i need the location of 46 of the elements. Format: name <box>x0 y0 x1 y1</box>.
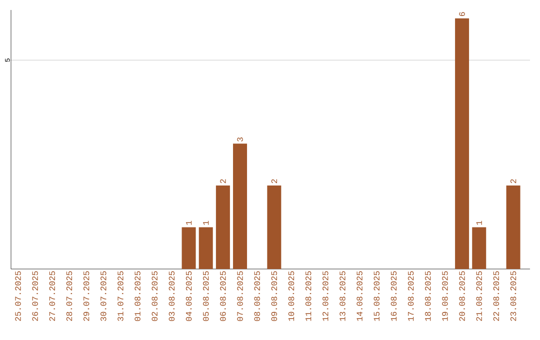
x-tick-label: 19.08.2025 <box>442 271 448 321</box>
x-tick-label: 04.08.2025 <box>186 271 192 321</box>
x-tick-label: 14.08.2025 <box>356 271 362 321</box>
x-tick-label: 15.08.2025 <box>374 271 380 321</box>
bar <box>267 185 282 269</box>
x-tick-label: 27.07.2025 <box>49 271 56 321</box>
x-tick-label: 20.08.2025 <box>459 271 465 321</box>
x-tick-label: 18.08.2025 <box>425 271 431 321</box>
data-label: 1 <box>203 220 209 225</box>
x-tick-label: 23.08.2025 <box>510 271 516 321</box>
x-tick-label: 30.07.2025 <box>100 271 106 321</box>
x-tick-label: 08.08.2025 <box>254 271 260 321</box>
bar <box>216 185 230 269</box>
data-label: 3 <box>237 137 243 142</box>
bar <box>506 185 520 269</box>
bar <box>455 18 470 269</box>
bar <box>198 227 213 269</box>
x-tick-label: 21.08.2025 <box>476 271 482 321</box>
bar <box>182 227 196 269</box>
x-tick-label: 17.08.2025 <box>408 271 414 321</box>
x-tick-label: 28.07.2025 <box>66 271 72 321</box>
x-tick-label: 12.08.2025 <box>322 271 328 321</box>
x-tick-label: 10.08.2025 <box>288 271 294 321</box>
x-tick-label: 02.08.2025 <box>152 271 158 321</box>
x-tick-label: 07.08.2025 <box>237 271 243 321</box>
data-label: 2 <box>510 179 516 184</box>
x-tick-label: 13.08.2025 <box>340 271 346 321</box>
x-tick-label: 01.08.2025 <box>134 271 140 321</box>
x-tick-label: 09.08.2025 <box>271 271 278 321</box>
x-tick-label: 03.08.2025 <box>168 271 175 321</box>
data-label: 1 <box>476 220 482 225</box>
x-tick-label: 22.08.2025 <box>493 271 500 321</box>
bar <box>233 144 248 269</box>
x-tick-label: 29.07.2025 <box>83 271 90 321</box>
data-label: 6 <box>459 12 465 16</box>
x-tick-label: 31.07.2025 <box>118 271 124 321</box>
x-tick-label: 26.07.2025 <box>32 271 38 321</box>
x-tick-label: 25.07.2025 <box>15 271 21 321</box>
data-label: 1 <box>186 220 192 225</box>
x-tick-label: 16.08.2025 <box>390 271 397 321</box>
bar <box>472 227 486 269</box>
x-tick-label: 05.08.2025 <box>202 271 209 321</box>
data-label: 2 <box>220 179 226 184</box>
x-tick-label: 11.08.2025 <box>305 271 312 321</box>
x-tick-label: 06.08.2025 <box>220 271 226 321</box>
data-label: 2 <box>271 179 278 184</box>
